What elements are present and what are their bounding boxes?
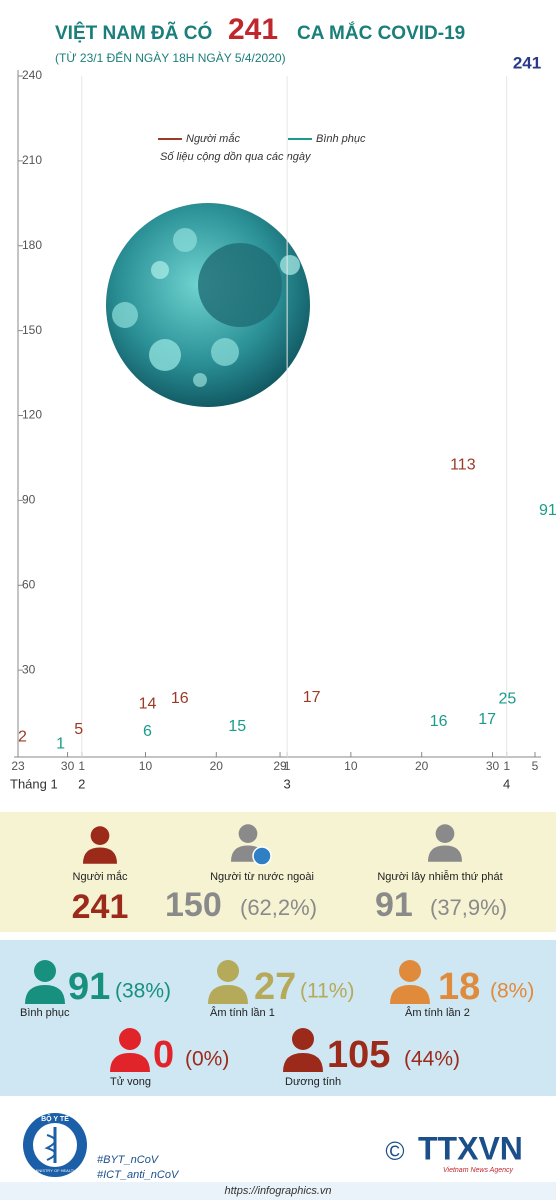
summary-label: Người từ nước ngoài [210,871,314,883]
person-icon [283,1053,323,1072]
data-label: 16 [430,713,448,730]
agency-name-en: Vietnam News Agency [443,1167,514,1174]
outcome-share: (8%) [490,980,534,1003]
person-icon [208,985,248,1004]
outcome-label: Âm tính lần 1 [210,1006,275,1019]
y-tick-label: 150 [22,323,42,337]
summary-share: (62,2%) [240,895,317,920]
outcome-label: Âm tính lần 2 [405,1006,470,1019]
person-icon [34,960,56,982]
x-tick-label: 1 [503,759,510,773]
data-label: 5 [74,721,83,738]
summary-value: 150 [165,886,222,924]
outcome-share: (11%) [300,980,354,1003]
person-icon [90,826,110,846]
person-icon [25,985,65,1004]
outcome-share: (44%) [404,1048,460,1071]
summary-share: (37,9%) [430,895,507,920]
x-tick-label: 1 [78,759,85,773]
title-part: CA MẮC COVID-19 [297,22,465,44]
ministry-name: BỘ Y TẾ [41,1113,69,1123]
data-label: 113 [450,457,476,474]
data-label: 6 [143,723,152,740]
outcome-value: 91 [68,966,110,1008]
outcome-value: 0 [153,1034,174,1076]
outcome-value: 105 [327,1034,390,1076]
summary-value: 241 [72,888,129,926]
outcome-share: (38%) [115,980,171,1003]
month-label: 3 [284,776,291,791]
outcomes-panel [0,940,556,1096]
y-tick-label: 90 [22,493,36,507]
url: https://infographics.vn [224,1185,331,1197]
data-label: 14 [139,696,157,713]
person-icon [83,847,117,864]
legend-note: Số liệu cộng dồn qua các ngày [160,151,312,163]
outcome-value: 27 [254,966,296,1008]
copyright: © [385,1136,404,1166]
data-label: 91 [539,502,556,519]
legend-label: Người mắc [186,132,240,145]
outcome-label: Dương tính [285,1076,341,1088]
x-tick-label: 20 [415,759,429,773]
data-label: 241 [513,54,541,73]
x-tick-label: 10 [139,759,153,773]
x-tick-label: 1 [284,759,291,773]
url-band [0,1182,556,1200]
data-label: 25 [499,690,517,707]
y-tick-label: 240 [22,68,42,82]
person-icon [110,1053,150,1072]
title-part: VIỆT NAM ĐÃ CÓ [55,22,212,44]
y-tick-label: 210 [22,153,42,167]
legend-label: Bình phục [316,133,366,145]
outcome-value: 18 [438,966,480,1008]
month-label: 2 [78,776,85,791]
person-icon [238,824,258,844]
data-label: 15 [228,718,246,735]
x-tick-label: 5 [532,759,539,773]
person-icon [217,960,239,982]
x-tick-label: 20 [210,759,224,773]
person-icon [399,960,421,982]
data-label: 17 [478,711,496,728]
x-tick-label: 30 [61,759,75,773]
summary-label: Người mắc [73,870,128,883]
summary-label: Người lây nhiễm thứ phát [377,870,502,883]
data-label: 16 [171,690,189,707]
outcome-label: Bình phục [20,1007,70,1019]
month-label: Tháng 1 [10,776,58,791]
data-label: 17 [303,689,321,706]
y-tick-label: 180 [22,238,42,252]
data-label: 1 [56,735,65,752]
x-tick-label: 10 [344,759,358,773]
title-number: 241 [228,13,278,46]
subtitle: (TỪ 23/1 ĐẾN NGÀY 18H NGÀY 5/4/2020) [55,50,286,65]
data-label: 2 [18,729,27,746]
virus-image [106,203,310,407]
month-label: 4 [503,776,510,791]
hashtag: #BYT_nCoV [97,1154,160,1166]
outcome-label: Tử vong [110,1076,151,1088]
y-tick-label: 30 [22,662,36,676]
hashtag: #ICT_anti_nCoV [97,1169,180,1181]
y-tick-label: 60 [22,577,36,591]
person-icon [435,824,455,844]
ministry-name-en: MINISTRY OF HEALTH [34,1168,76,1173]
person-icon [390,985,430,1004]
ministry-logo [23,1113,87,1177]
y-tick-label: 120 [22,408,42,422]
person-icon [428,845,462,862]
outcome-share: (0%) [185,1048,229,1071]
x-tick-label: 23 [11,759,25,773]
x-tick-label: 29 [273,759,287,773]
person-icon [119,1028,141,1050]
x-tick-label: 30 [486,759,500,773]
agency-logo: TTXVN [418,1130,523,1166]
person-icon [292,1028,314,1050]
globe-icon [252,846,272,866]
summary-value: 91 [375,886,413,924]
